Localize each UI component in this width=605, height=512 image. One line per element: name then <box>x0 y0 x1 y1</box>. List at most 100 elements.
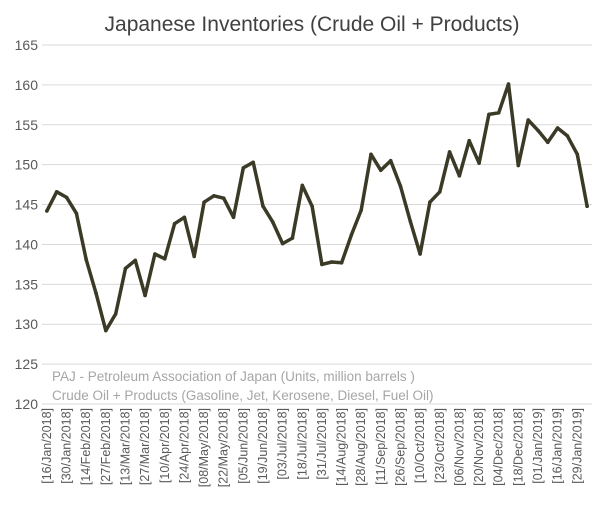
data-point <box>212 194 216 198</box>
y-tick-label: 140 <box>15 236 39 252</box>
data-point <box>123 266 128 271</box>
y-tick-label: 160 <box>15 77 39 93</box>
y-tick-label: 145 <box>15 197 39 213</box>
source-annotation: PAJ - Petroleum Association of Japan (Un… <box>52 369 415 384</box>
x-tick-label: [16/Jan/2019] <box>551 408 565 484</box>
data-point <box>369 152 373 157</box>
data-point <box>74 211 79 216</box>
data-point <box>457 174 462 178</box>
x-tick-label: [23/Oct/2018] <box>433 408 447 483</box>
x-tick-label: [14/Feb/2018] <box>79 408 93 485</box>
y-tick-label: 120 <box>15 396 39 412</box>
x-tick-label: [13/Mar/2018] <box>118 408 132 485</box>
data-point <box>192 254 196 259</box>
series-layer <box>45 82 589 333</box>
y-tick-label: 150 <box>15 157 39 173</box>
data-point <box>575 152 580 157</box>
data-point <box>555 126 560 130</box>
data-point <box>172 221 177 226</box>
data-point <box>290 236 295 240</box>
data-point <box>261 204 265 208</box>
x-tick-label: [19/Jun/2018] <box>256 408 270 484</box>
data-point <box>241 166 246 170</box>
data-point <box>496 111 501 115</box>
data-point <box>329 260 334 264</box>
data-point <box>54 190 59 194</box>
data-point <box>64 195 69 200</box>
data-point <box>45 209 49 213</box>
data-point <box>310 204 314 208</box>
series-line <box>45 82 589 333</box>
x-tick-label: [26/Sep/2018] <box>393 408 407 486</box>
data-point <box>487 112 491 117</box>
data-point <box>467 138 472 143</box>
data-point <box>231 215 236 220</box>
x-tick-label: [14/Aug/2018] <box>335 408 349 486</box>
data-point <box>408 219 413 224</box>
data-point <box>388 158 393 163</box>
data-point <box>143 293 147 298</box>
x-tick-label: [29/Jan/2019] <box>570 408 584 484</box>
data-point <box>565 134 570 138</box>
data-point <box>202 200 206 204</box>
x-tick-label: [08/May/2018] <box>197 408 211 487</box>
x-tick-label: [22/May/2018] <box>217 408 231 487</box>
data-point <box>133 258 138 263</box>
x-tick-label: [11/Sep/2018] <box>374 408 388 485</box>
x-tick-label: [27/Mar/2018] <box>138 408 152 485</box>
data-point <box>536 128 540 133</box>
data-point <box>221 196 226 200</box>
data-point <box>271 220 275 224</box>
data-point <box>428 200 432 204</box>
data-point <box>398 184 403 188</box>
x-tick-label: [01/Jan/2019] <box>531 408 545 484</box>
x-axis: [16/Jan/2018] [30/Jan/2018] [14/Feb/2018] [… <box>40 408 584 487</box>
x-tick-label: [16/Jan/2018] <box>40 408 54 484</box>
x-tick-label: [27/Feb/2018] <box>99 408 113 485</box>
data-point <box>349 233 354 237</box>
data-point <box>163 257 167 261</box>
y-tick-label: 135 <box>15 276 39 292</box>
x-tick-label: [28/Aug/2018] <box>354 408 368 486</box>
data-point <box>546 140 550 145</box>
y-tick-label: 130 <box>15 316 39 332</box>
x-tick-label: [30/Jan/2018] <box>60 408 74 484</box>
data-point <box>153 252 157 256</box>
y-tick-label: 155 <box>15 117 39 133</box>
x-tick-label: [06/Nov/2018] <box>452 408 466 486</box>
y-tick-label: 125 <box>15 356 39 372</box>
data-point <box>418 252 422 256</box>
data-point <box>251 160 255 165</box>
data-point <box>506 82 511 86</box>
x-tick-label: [24/Apr/2018] <box>177 408 191 483</box>
data-point <box>104 328 108 333</box>
x-tick-label: [20/Nov/2018] <box>472 408 486 486</box>
x-tick-label: [05/Jun/2018] <box>236 408 250 484</box>
data-point <box>526 118 530 122</box>
x-tick-label: [04/Dec/2018] <box>492 408 506 486</box>
x-tick-label: [18/Jul/2018] <box>295 408 309 480</box>
x-tick-label: [31/Jul/2018] <box>315 408 329 480</box>
data-point <box>359 208 364 212</box>
x-tick-label: [10/Apr/2018] <box>158 408 172 483</box>
data-point <box>280 241 285 246</box>
data-point <box>94 291 98 295</box>
data-point <box>447 150 452 154</box>
data-point <box>339 261 344 265</box>
data-point <box>477 161 481 165</box>
data-point <box>300 183 305 188</box>
y-tick-label: 165 <box>15 37 39 53</box>
data-point <box>182 215 187 220</box>
data-point <box>516 163 521 168</box>
data-point <box>438 190 442 194</box>
chart-title: Japanese Inventories (Crude Oil + Produc… <box>105 13 520 36</box>
x-tick-label: [18/Dec/2018] <box>511 408 525 486</box>
data-point <box>320 262 324 267</box>
data-point <box>379 168 383 173</box>
x-tick-label: [03/Jul/2018] <box>276 408 290 480</box>
data-point <box>113 312 118 316</box>
y-axis: 120 125 130 135 140 145 150 155 160 165 <box>15 37 39 412</box>
x-tick-label: [10/Oct/2018] <box>413 408 427 483</box>
